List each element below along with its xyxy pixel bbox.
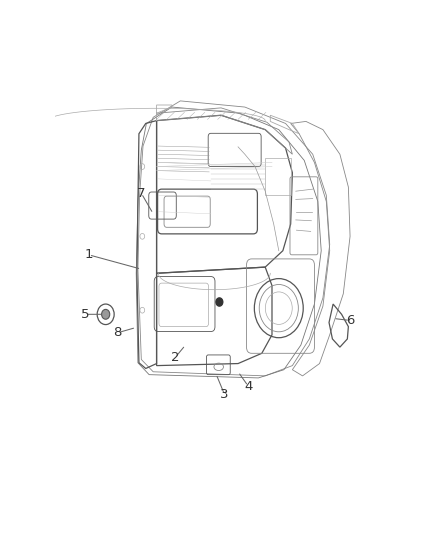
Circle shape — [216, 298, 223, 306]
Circle shape — [102, 309, 110, 319]
Text: 6: 6 — [346, 314, 354, 327]
Text: 4: 4 — [244, 379, 252, 393]
Text: 8: 8 — [113, 326, 122, 340]
Text: 3: 3 — [220, 388, 229, 401]
Text: 1: 1 — [85, 248, 93, 261]
Text: 5: 5 — [81, 308, 89, 321]
Bar — [265, 158, 291, 195]
Text: 2: 2 — [171, 351, 180, 364]
Text: 7: 7 — [137, 187, 145, 200]
